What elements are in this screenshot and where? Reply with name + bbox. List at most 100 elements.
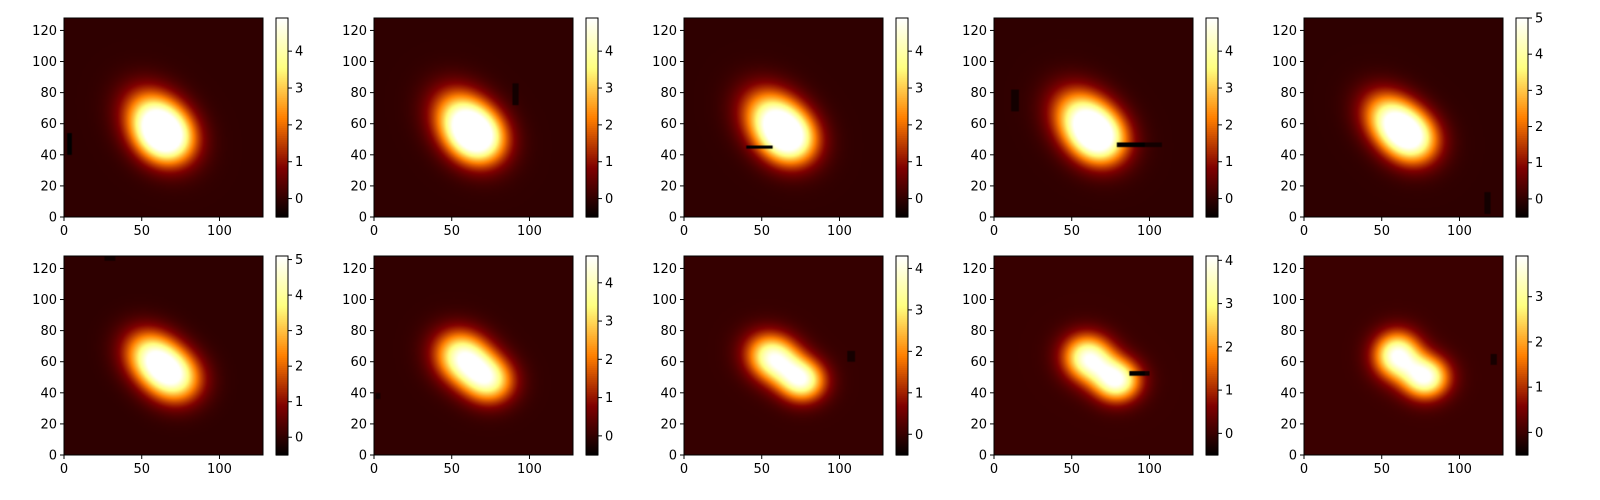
colorbar-step bbox=[586, 409, 598, 412]
colorbar-step bbox=[1206, 449, 1218, 452]
colorbar-step bbox=[276, 121, 288, 125]
colorbar-step bbox=[1206, 145, 1218, 148]
colorbar-step bbox=[276, 165, 288, 168]
colorbar-step bbox=[276, 49, 288, 53]
colorbar-step bbox=[896, 411, 908, 414]
colorbar-step bbox=[896, 67, 908, 71]
colorbar-step bbox=[586, 313, 598, 317]
colorbar-step bbox=[1516, 409, 1528, 412]
colorbar-step bbox=[1206, 341, 1218, 345]
colorbar-step bbox=[1516, 37, 1528, 41]
colorbar-tick-label: 5 bbox=[1535, 12, 1543, 27]
colorbar-step bbox=[1206, 81, 1218, 85]
colorbar-step bbox=[276, 55, 288, 59]
colorbar-step bbox=[586, 63, 598, 67]
colorbar-step bbox=[1206, 385, 1218, 388]
colorbar-step bbox=[896, 329, 908, 333]
colorbar-step bbox=[1516, 33, 1528, 37]
colorbar-step bbox=[1516, 407, 1528, 410]
colorbar-step bbox=[586, 193, 598, 196]
colorbar-step bbox=[1206, 157, 1218, 160]
x-tick-label: 0 bbox=[1300, 462, 1308, 477]
colorbar-step bbox=[1516, 23, 1528, 27]
colorbar-step bbox=[896, 347, 908, 351]
colorbar-step bbox=[276, 181, 288, 184]
colorbar-step bbox=[1206, 421, 1218, 424]
colorbar-step bbox=[1516, 129, 1528, 133]
colorbar-step bbox=[276, 265, 288, 269]
colorbar-step bbox=[276, 197, 288, 200]
colorbar-step bbox=[1206, 69, 1218, 73]
colorbar-step bbox=[586, 401, 598, 404]
heatmap-image bbox=[684, 18, 883, 217]
colorbar-step bbox=[1516, 447, 1528, 450]
colorbar-step bbox=[1206, 443, 1218, 446]
axes-frame bbox=[1303, 255, 1504, 456]
colorbar-tick-label: 1 bbox=[605, 155, 613, 170]
colorbar-step bbox=[1206, 103, 1218, 107]
colorbar-step bbox=[1206, 327, 1218, 331]
colorbar-step bbox=[586, 35, 598, 39]
colorbar-step bbox=[586, 449, 598, 452]
colorbar-step bbox=[1516, 43, 1528, 47]
colorbar-step bbox=[1516, 337, 1528, 341]
colorbar-step bbox=[276, 367, 288, 371]
colorbar-tick-label: 4 bbox=[605, 276, 613, 291]
colorbar-step bbox=[1516, 291, 1528, 295]
colorbar-step bbox=[586, 107, 598, 111]
colorbar-step bbox=[896, 79, 908, 83]
colorbar-step bbox=[1206, 347, 1218, 351]
colorbar-step bbox=[1206, 433, 1218, 436]
colorbar-step bbox=[1516, 359, 1528, 363]
colorbar-step bbox=[276, 447, 288, 450]
colorbar-step bbox=[896, 343, 908, 347]
colorbar-step bbox=[1516, 213, 1528, 216]
colorbar-step bbox=[1206, 393, 1218, 396]
colorbar-step bbox=[586, 183, 598, 186]
colorbar-step bbox=[1206, 415, 1218, 418]
colorbar-tick-label: 0 bbox=[1535, 192, 1543, 207]
y-tick-label: 20 bbox=[350, 417, 367, 432]
colorbar-step bbox=[276, 281, 288, 285]
colorbar-step bbox=[586, 273, 598, 277]
colorbar-step bbox=[586, 189, 598, 192]
colorbar-step bbox=[1516, 267, 1528, 271]
colorbar-step bbox=[276, 119, 288, 123]
colorbar-step bbox=[1206, 71, 1218, 75]
y-tick-label: 40 bbox=[40, 148, 57, 163]
colorbar-step bbox=[896, 291, 908, 295]
colorbar-step bbox=[1516, 309, 1528, 313]
colorbar-step bbox=[586, 191, 598, 194]
colorbar-step bbox=[586, 259, 598, 263]
colorbar-step bbox=[896, 121, 908, 125]
colorbar-step bbox=[1516, 51, 1528, 55]
colorbar-step bbox=[1206, 287, 1218, 291]
colorbar-tick-label: 1 bbox=[605, 391, 613, 406]
colorbar-step bbox=[1206, 261, 1218, 265]
colorbar-step bbox=[586, 57, 598, 61]
y-tick-label: 40 bbox=[1280, 148, 1297, 163]
colorbar-step bbox=[896, 391, 908, 394]
axes-frame bbox=[373, 255, 574, 456]
colorbar-step bbox=[586, 437, 598, 440]
colorbar-step bbox=[896, 371, 908, 375]
colorbar-step bbox=[896, 133, 908, 137]
colorbar-step bbox=[896, 73, 908, 77]
colorbar-step bbox=[1516, 417, 1528, 420]
colorbar-step bbox=[1516, 147, 1528, 150]
y-tick-label: 40 bbox=[970, 386, 987, 401]
panel-8: 0 50 100 0 20 40 60 80 100 120 0 1 2 3 4 bbox=[652, 255, 923, 477]
colorbar-step bbox=[896, 325, 908, 329]
colorbar-step bbox=[1206, 267, 1218, 271]
colorbar-step bbox=[1206, 53, 1218, 57]
colorbar-step bbox=[586, 75, 598, 79]
y-tick-label: 40 bbox=[350, 148, 367, 163]
colorbar-step bbox=[1206, 369, 1218, 373]
y-tick-label: 0 bbox=[669, 211, 677, 226]
y-tick-label: 120 bbox=[652, 24, 677, 39]
colorbar-step bbox=[896, 435, 908, 438]
colorbar-step bbox=[896, 263, 908, 267]
x-tick-label: 0 bbox=[680, 224, 688, 239]
colorbar-step bbox=[1516, 121, 1528, 125]
colorbar-step bbox=[586, 47, 598, 51]
